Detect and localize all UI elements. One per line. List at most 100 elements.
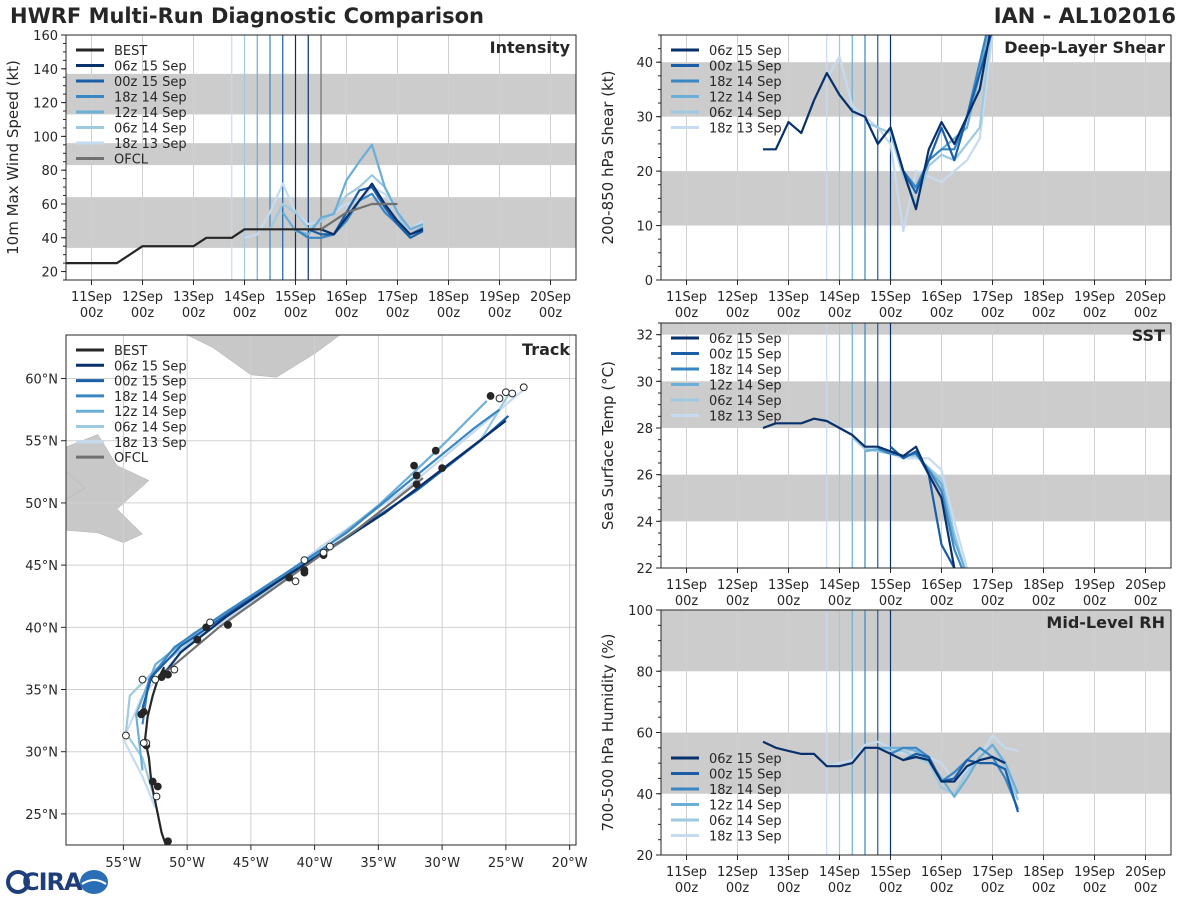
shear-ytick-label: 10 bbox=[636, 220, 653, 235]
rh-xtick-label-hour: 00z bbox=[981, 881, 1005, 896]
shear-xtick-label-day: 19Sep bbox=[1074, 290, 1115, 305]
rh-xtick-label-hour: 00z bbox=[675, 881, 699, 896]
track-marker-12z-14-sep bbox=[206, 618, 214, 627]
intensity-series-12z-14-sep bbox=[281, 143, 424, 236]
rh-xtick-label-day: 18Sep bbox=[1023, 865, 1064, 880]
rh-xtick-label-hour: 00z bbox=[1032, 881, 1056, 896]
shear-xtick-label-hour: 00z bbox=[1134, 306, 1158, 321]
shear-panel: 01020304011Sep00z12Sep00z13Sep00z14Sep00… bbox=[599, 34, 1172, 321]
sst-band bbox=[661, 381, 1171, 428]
track-marker-06z-14-sep bbox=[291, 577, 300, 586]
rh-ytick-label: 80 bbox=[636, 665, 653, 680]
track-series-12z-14-sep bbox=[135, 400, 488, 771]
sst-ytick-label: 32 bbox=[636, 329, 653, 344]
land-mass bbox=[66, 434, 150, 543]
track-marker-best bbox=[164, 837, 172, 845]
rh-ytick-label: 20 bbox=[636, 849, 653, 864]
sst-panel: 22242628303211Sep00z12Sep00z13Sep00z14Se… bbox=[599, 322, 1172, 609]
intensity-xtick-label-hour: 00z bbox=[233, 306, 257, 321]
rh-xtick-label-day: 14Sep bbox=[819, 865, 860, 880]
shear-series-06z-14-sep bbox=[864, 35, 992, 205]
track-legend-label: 06z 15 Sep bbox=[114, 359, 187, 374]
shear-ytick-label: 30 bbox=[636, 111, 653, 126]
sst-legend-label: 06z 15 Sep bbox=[709, 332, 782, 347]
intensity-series-best bbox=[66, 228, 321, 265]
sst-xtick-label-hour: 00z bbox=[777, 594, 801, 609]
intensity-xtick-label-hour: 00z bbox=[386, 306, 410, 321]
track-marker-18z-13-sep bbox=[138, 675, 147, 684]
track-marker-06z-14-sep bbox=[122, 731, 130, 740]
shear-ytick-label: 20 bbox=[636, 165, 653, 180]
intensity-ytick-label: 80 bbox=[41, 164, 58, 179]
track-xtick-label: 40°W bbox=[297, 856, 333, 871]
shear-xtick-label-hour: 00z bbox=[1032, 306, 1056, 321]
track-series-06z-15-sep bbox=[160, 419, 507, 678]
sst-xtick-label-hour: 00z bbox=[1083, 594, 1107, 609]
intensity-ytick-label: 140 bbox=[33, 63, 58, 78]
intensity-xtick-label-day: 11Sep bbox=[71, 290, 112, 305]
shear-xtick-label-day: 12Sep bbox=[717, 290, 758, 305]
track-legend-label: 00z 15 Sep bbox=[114, 375, 187, 390]
track-marker-00z-15-sep bbox=[431, 446, 440, 455]
storm-id-label: IAN - AL102016 bbox=[993, 4, 1176, 28]
track-marker-18z-13-sep bbox=[519, 383, 528, 392]
track-marker-06z-15-sep bbox=[438, 464, 447, 472]
sst-ytick-label: 30 bbox=[636, 375, 653, 390]
track-panel: 55°W 50°W 45°W 40°W 35°W 30°W 25°W 20°W 25°N 30°N… bbox=[25, 334, 588, 871]
track-marker-00z-15-sep bbox=[412, 471, 421, 480]
shear-legend-label: 00z 15 Sep bbox=[709, 60, 782, 75]
rh-xtick-label-hour: 00z bbox=[1083, 881, 1107, 896]
rh-title: Mid-Level RH bbox=[1046, 613, 1165, 632]
track-xtick-label: 55°W bbox=[105, 856, 141, 871]
track-legend-label: 06z 14 Sep bbox=[114, 421, 187, 436]
track-series-18z-14-sep bbox=[141, 408, 501, 725]
rh-xtick-label-day: 13Sep bbox=[768, 865, 809, 880]
rh-legend-label: 06z 15 Sep bbox=[709, 752, 782, 767]
track-marker-best bbox=[153, 782, 162, 791]
land-mass bbox=[186, 335, 341, 378]
rh-xtick-label-hour: 00z bbox=[828, 881, 852, 896]
intensity-series-00z-15-sep bbox=[307, 186, 424, 239]
track-ytick-label: 50°N bbox=[25, 497, 58, 512]
sst-xtick-label-hour: 00z bbox=[1134, 594, 1158, 609]
shear-xtick-label-hour: 00z bbox=[879, 306, 903, 321]
rh-ytick-label: 60 bbox=[636, 727, 653, 742]
track-ytick-label: 55°N bbox=[25, 435, 58, 450]
track-marker-06z-15-sep bbox=[412, 480, 421, 489]
intensity-ytick-label: 40 bbox=[41, 232, 58, 247]
sst-legend-label: 18z 14 Sep bbox=[709, 363, 782, 378]
rh-series-06z-15-sep bbox=[762, 740, 1006, 783]
intensity-xtick-label-day: 15Sep bbox=[275, 290, 316, 305]
shear-band bbox=[661, 62, 1171, 117]
shear-xtick-label-hour: 00z bbox=[1083, 306, 1107, 321]
track-marker-best bbox=[137, 710, 146, 719]
intensity-series-06z-15-sep bbox=[320, 182, 424, 236]
shear-xtick-label-day: 17Sep bbox=[972, 290, 1013, 305]
intensity-panel: 2040608010012014016011Sep00z12Sep00z13Se… bbox=[4, 29, 577, 321]
cira-logo-text: CIRA bbox=[22, 868, 83, 896]
intensity-ytick-label: 120 bbox=[33, 97, 58, 112]
track-legend-label: 18z 14 Sep bbox=[114, 390, 187, 405]
shear-xtick-label-hour: 00z bbox=[981, 306, 1005, 321]
rh-ytick-label: 100 bbox=[628, 604, 653, 619]
track-marker-18z-14-sep bbox=[202, 623, 211, 632]
sst-xtick-label-hour: 00z bbox=[726, 594, 750, 609]
sst-title: SST bbox=[1132, 326, 1165, 345]
intensity-ylabel: 10m Max Wind Speed (kt) bbox=[4, 60, 22, 255]
sst-xtick-label-day: 16Sep bbox=[921, 578, 962, 593]
sst-xtick-label-day: 18Sep bbox=[1023, 578, 1064, 593]
shear-xtick-label-hour: 00z bbox=[828, 306, 852, 321]
track-marker-18z-13-sep bbox=[152, 792, 161, 801]
track-series-ofcl bbox=[163, 477, 424, 675]
intensity-xtick-label-day: 17Sep bbox=[377, 290, 418, 305]
track-marker-18z-14-sep bbox=[300, 566, 309, 574]
intensity-ytick-label: 20 bbox=[41, 266, 58, 281]
track-legend-label: 12z 14 Sep bbox=[114, 405, 187, 420]
sst-frame bbox=[660, 322, 1172, 569]
intensity-legend-label: 18z 13 Sep bbox=[114, 137, 187, 152]
shear-xtick-label-hour: 00z bbox=[777, 306, 801, 321]
intensity-xtick-label-hour: 00z bbox=[539, 306, 563, 321]
track-xtick-label: 50°W bbox=[169, 856, 205, 871]
rh-xtick-label-day: 20Sep bbox=[1125, 865, 1166, 880]
shear-series-18z-13-sep bbox=[825, 35, 994, 233]
